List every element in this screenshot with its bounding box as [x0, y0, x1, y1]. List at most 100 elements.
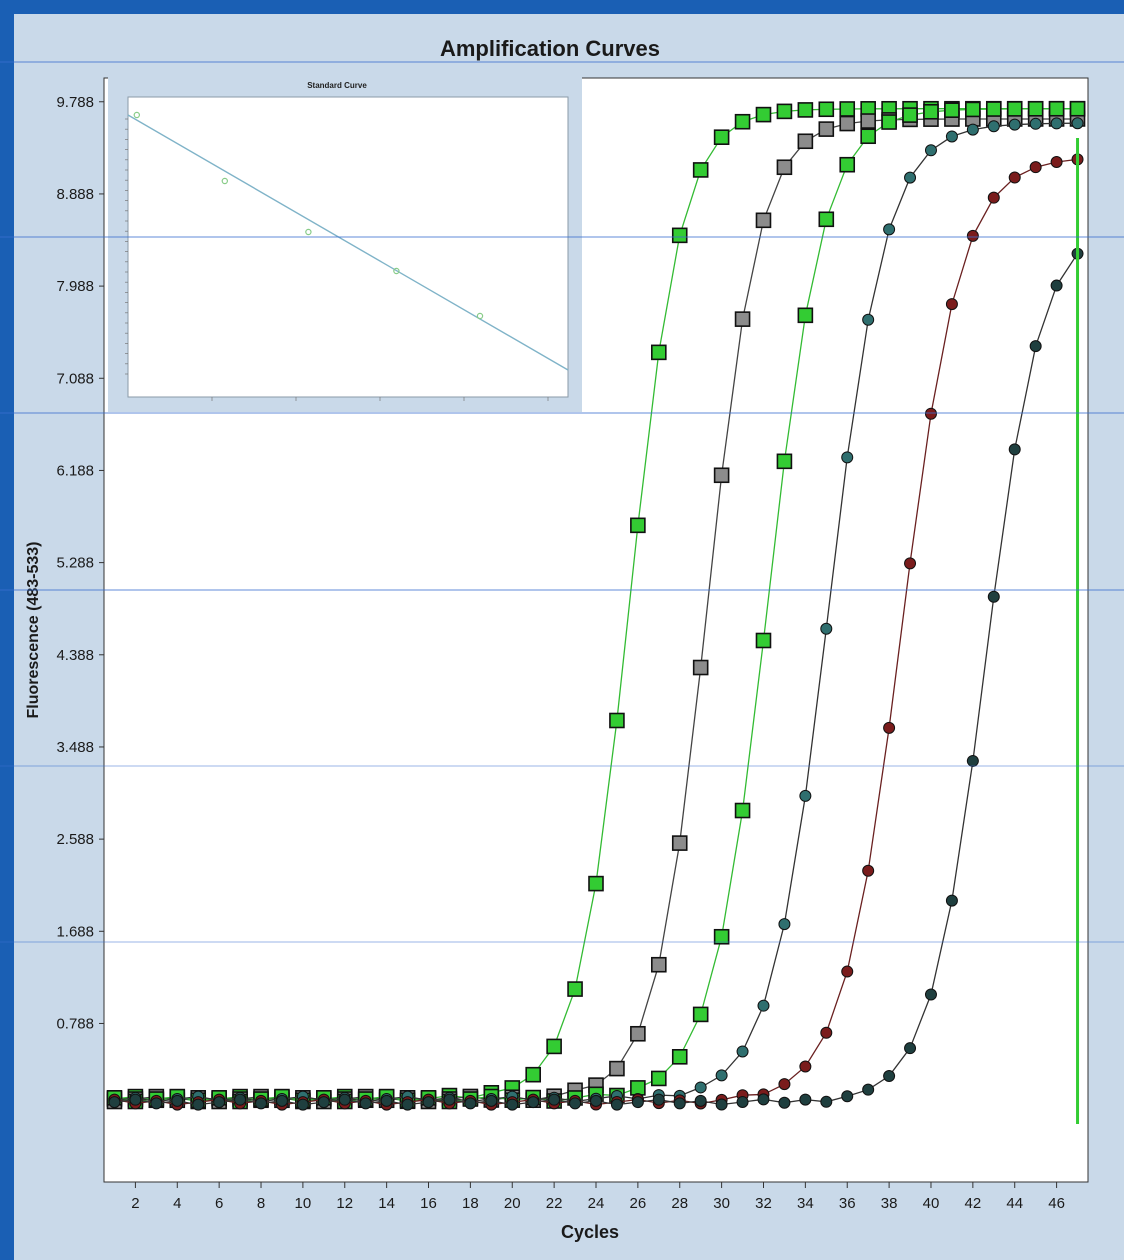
x-tick-label: 14: [378, 1195, 395, 1212]
data-point: [630, 517, 646, 534]
data-point: [734, 311, 751, 327]
data-point: [841, 1090, 854, 1103]
data-point: [987, 590, 1000, 603]
y-tick-label: 7.988: [56, 278, 94, 295]
inset-data-point: [221, 177, 228, 185]
data-point: [841, 451, 854, 464]
data-point: [588, 875, 604, 892]
data-point: [1029, 117, 1042, 130]
data-point: [987, 191, 1000, 204]
data-point: [924, 407, 937, 420]
x-tick-label: 10: [295, 1195, 312, 1212]
data-point: [776, 159, 793, 176]
data-point: [651, 1070, 667, 1087]
data-point: [485, 1094, 498, 1107]
data-point: [713, 467, 730, 484]
x-tick-label: 8: [257, 1195, 265, 1212]
data-point: [422, 1096, 435, 1109]
series-6: [108, 247, 1084, 1111]
data-point: [275, 1094, 288, 1107]
data-point: [359, 1097, 372, 1110]
data-point: [736, 1045, 749, 1058]
inset-data-point: [393, 267, 400, 275]
data-point: [590, 1094, 602, 1107]
x-tick-label: 18: [462, 1195, 479, 1212]
data-point: [818, 211, 835, 228]
data-point: [692, 659, 709, 676]
data-point: [902, 107, 918, 123]
data-point: [651, 956, 667, 973]
data-point: [651, 344, 667, 361]
data-point: [1050, 155, 1063, 168]
data-point: [569, 1097, 582, 1110]
data-point: [904, 171, 917, 184]
x-tick-label: 2: [131, 1195, 139, 1212]
data-point: [671, 1049, 688, 1065]
x-tick-label: 44: [1006, 1195, 1023, 1212]
data-point: [652, 1093, 665, 1106]
data-point: [610, 1098, 623, 1111]
data-point: [860, 113, 876, 129]
data-point: [734, 113, 751, 130]
data-point: [338, 1093, 351, 1106]
data-point: [630, 1025, 646, 1042]
data-point: [945, 298, 958, 311]
inset-title: Standard Curve: [307, 81, 367, 90]
data-point: [694, 1081, 707, 1094]
data-point: [736, 1095, 749, 1108]
data-point: [966, 754, 979, 767]
data-point: [883, 1069, 896, 1082]
data-point: [965, 101, 981, 118]
data-point: [797, 133, 814, 150]
data-point: [966, 229, 979, 242]
data-point: [778, 1078, 791, 1091]
data-point: [924, 144, 937, 157]
x-axis: 2 4 6 8 10 12 14 16 18 20 22 24 26 28 30 32 34 36 38 40 42 44…: [131, 1182, 1065, 1212]
data-point: [776, 453, 793, 470]
inset-plot-area: [127, 96, 569, 398]
inset-data-point: [476, 312, 484, 320]
data-point: [985, 101, 1002, 117]
data-point: [799, 789, 812, 802]
data-point: [820, 1026, 833, 1039]
x-tick-label: 22: [546, 1195, 563, 1212]
data-point: [776, 103, 793, 120]
data-point: [1027, 100, 1044, 117]
data-point: [1071, 117, 1084, 130]
inset-ticks: [125, 118, 549, 401]
y-tick-label: 7.088: [56, 370, 94, 387]
x-tick-label: 6: [215, 1195, 223, 1212]
data-point: [841, 965, 854, 978]
y-tick-label: 5.288: [56, 555, 94, 572]
data-point: [778, 1096, 791, 1109]
data-point: [883, 721, 896, 734]
data-point: [609, 712, 625, 729]
y-tick-label: 9.788: [56, 94, 94, 111]
data-point: [945, 130, 958, 143]
data-point: [778, 918, 791, 931]
data-point: [799, 1060, 812, 1073]
data-point: [234, 1093, 247, 1106]
data-point: [525, 1066, 541, 1083]
x-tick-label: 38: [881, 1195, 898, 1212]
data-point: [818, 121, 835, 137]
x-tick-label: 16: [420, 1195, 437, 1212]
data-point: [129, 1093, 142, 1106]
data-point: [715, 1069, 728, 1082]
data-point: [192, 1098, 205, 1111]
data-point: [464, 1097, 477, 1110]
data-point: [150, 1097, 163, 1110]
data-point: [1008, 118, 1021, 131]
data-point: [1008, 443, 1021, 456]
data-point: [755, 212, 772, 229]
data-point: [862, 864, 875, 877]
data-point: [734, 802, 751, 819]
data-point: [713, 928, 730, 945]
data-point: [1048, 100, 1065, 117]
data-point: [380, 1094, 393, 1107]
data-point: [755, 106, 772, 123]
data-point: [527, 1096, 540, 1109]
data-point: [755, 632, 772, 649]
